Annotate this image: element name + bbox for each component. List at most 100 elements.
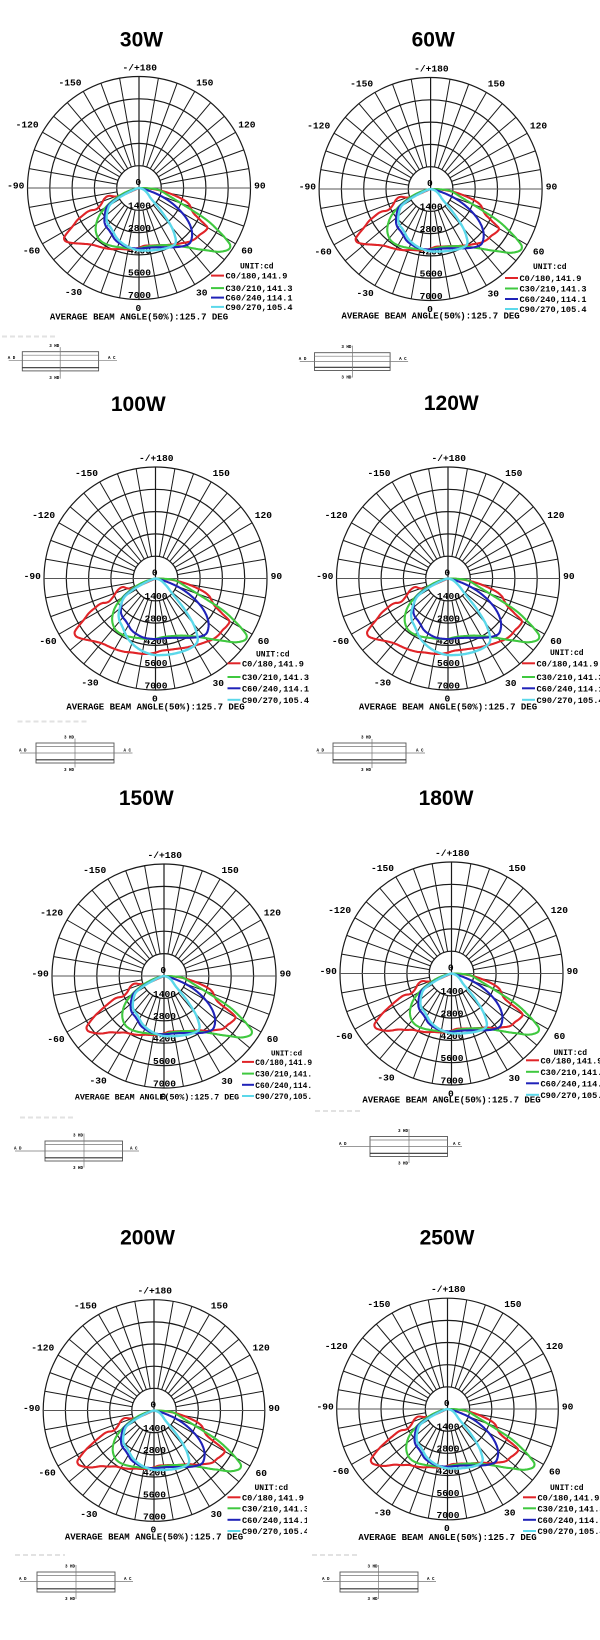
svg-text:-150: -150 bbox=[350, 78, 373, 89]
svg-text:1400: 1400 bbox=[436, 1422, 459, 1433]
svg-text:7000: 7000 bbox=[437, 680, 460, 691]
svg-text:UNIT:cd: UNIT:cd bbox=[550, 1484, 584, 1493]
svg-text:-120: -120 bbox=[328, 905, 351, 916]
svg-text:-120: -120 bbox=[40, 907, 63, 918]
svg-text:-90: -90 bbox=[24, 571, 42, 582]
svg-text:C60/240,114.1: C60/240,114.1 bbox=[242, 684, 309, 694]
svg-text:30: 30 bbox=[196, 287, 208, 298]
svg-text:5600: 5600 bbox=[437, 658, 460, 669]
svg-text:250W: 250W bbox=[420, 1227, 475, 1250]
svg-text:120: 120 bbox=[551, 905, 569, 916]
svg-text:2800: 2800 bbox=[128, 223, 151, 234]
svg-text:-120: -120 bbox=[16, 120, 39, 131]
svg-text:90: 90 bbox=[268, 1403, 280, 1414]
svg-text:C0/180,141.9: C0/180,141.9 bbox=[242, 659, 304, 669]
svg-text:30: 30 bbox=[221, 1076, 233, 1087]
svg-text:60: 60 bbox=[549, 1466, 561, 1477]
svg-text:-/+180: -/+180 bbox=[431, 1284, 466, 1295]
svg-text:0: 0 bbox=[444, 1523, 450, 1534]
svg-text:-120: -120 bbox=[32, 510, 55, 521]
svg-text:-30: -30 bbox=[356, 288, 374, 299]
svg-text:1400: 1400 bbox=[143, 1423, 166, 1434]
svg-text:90: 90 bbox=[567, 966, 579, 977]
svg-text:-150: -150 bbox=[74, 1301, 97, 1312]
svg-text:AVERAGE BEAM ANGLE(50%):125.7: AVERAGE BEAM ANGLE(50%):125.7 DEG bbox=[75, 1093, 239, 1103]
svg-text:30W: 30W bbox=[120, 28, 163, 51]
svg-text:2800: 2800 bbox=[440, 1009, 463, 1020]
svg-text:UNIT:cd: UNIT:cd bbox=[271, 1051, 302, 1059]
svg-text:-60: -60 bbox=[335, 1031, 353, 1042]
svg-text:-150: -150 bbox=[58, 77, 81, 88]
svg-text:UNIT:cd: UNIT:cd bbox=[554, 1049, 588, 1058]
svg-text:120: 120 bbox=[547, 510, 565, 521]
svg-text:C0/180,141.9: C0/180,141.9 bbox=[520, 274, 582, 284]
svg-text:200W: 200W bbox=[120, 1227, 175, 1250]
svg-text:150: 150 bbox=[221, 865, 239, 876]
svg-text:1400: 1400 bbox=[144, 591, 167, 602]
svg-text:-120: -120 bbox=[325, 1341, 348, 1352]
svg-text:0: 0 bbox=[150, 1399, 156, 1410]
svg-text:C30/210,141.3: C30/210,141.3 bbox=[226, 284, 293, 294]
svg-text:3 HD: 3 HD bbox=[341, 346, 352, 350]
svg-text:5600: 5600 bbox=[436, 1488, 459, 1499]
svg-text:-30: -30 bbox=[374, 678, 392, 689]
svg-text:UNIT:cd: UNIT:cd bbox=[256, 651, 290, 660]
svg-text:7000: 7000 bbox=[420, 291, 443, 302]
svg-text:5600: 5600 bbox=[153, 1056, 176, 1067]
svg-text:C0/180,141.9: C0/180,141.9 bbox=[538, 1493, 600, 1503]
svg-text:A C: A C bbox=[108, 357, 116, 361]
svg-text:C90/270,105.4: C90/270,105.4 bbox=[541, 1091, 600, 1101]
svg-text:A D: A D bbox=[14, 1148, 22, 1152]
svg-text:7000: 7000 bbox=[143, 1512, 166, 1523]
svg-text:-120: -120 bbox=[307, 121, 330, 132]
svg-text:C30/210,141.3: C30/210,141.3 bbox=[538, 1504, 600, 1514]
svg-text:-30: -30 bbox=[81, 678, 99, 689]
svg-text:3 HD: 3 HD bbox=[49, 345, 60, 349]
svg-text:150: 150 bbox=[504, 1299, 522, 1310]
svg-text:90: 90 bbox=[546, 182, 558, 193]
svg-text:-120: -120 bbox=[325, 510, 348, 521]
svg-text:C60/240,114.1: C60/240,114.1 bbox=[242, 1516, 309, 1526]
svg-text:AVERAGE BEAM ANGLE(50%):125.7: AVERAGE BEAM ANGLE(50%):125.7 DEG bbox=[359, 703, 537, 713]
svg-text:150W: 150W bbox=[119, 787, 174, 810]
svg-text:A C: A C bbox=[124, 1578, 132, 1582]
svg-text:A C: A C bbox=[124, 750, 132, 754]
svg-text:A D: A D bbox=[299, 358, 307, 362]
svg-text:AVERAGE BEAM ANGLE(50%):125.7: AVERAGE BEAM ANGLE(50%):125.7 DEG bbox=[50, 313, 228, 323]
svg-text:3 HD: 3 HD bbox=[368, 1598, 379, 1602]
svg-text:1400: 1400 bbox=[437, 591, 460, 602]
svg-text:-60: -60 bbox=[332, 1466, 350, 1477]
svg-text:1400: 1400 bbox=[128, 201, 151, 212]
svg-text:120: 120 bbox=[253, 1343, 271, 1354]
svg-text:120W: 120W bbox=[424, 392, 479, 415]
svg-text:120: 120 bbox=[264, 907, 282, 918]
svg-text:4200: 4200 bbox=[153, 1034, 176, 1045]
svg-text:-60: -60 bbox=[332, 636, 350, 647]
svg-text:3 HD: 3 HD bbox=[341, 377, 352, 381]
svg-text:120: 120 bbox=[546, 1341, 564, 1352]
svg-text:-150: -150 bbox=[367, 468, 390, 479]
svg-text:C90/270,105.4: C90/270,105.4 bbox=[520, 305, 587, 315]
svg-text:60: 60 bbox=[267, 1034, 279, 1045]
svg-text:2800: 2800 bbox=[436, 1444, 459, 1455]
svg-text:1400: 1400 bbox=[420, 202, 443, 213]
svg-text:90: 90 bbox=[562, 1402, 574, 1413]
svg-text:60: 60 bbox=[256, 1468, 268, 1479]
svg-text:150: 150 bbox=[505, 468, 523, 479]
svg-text:C90/270,105.4: C90/270,105.4 bbox=[537, 696, 600, 706]
svg-text:C60/240,114.1: C60/240,114.1 bbox=[226, 294, 293, 304]
svg-text:AVERAGE BEAM ANGLE(50%):125.7: AVERAGE BEAM ANGLE(50%):125.7 DEG bbox=[358, 1533, 536, 1543]
svg-text:-/+180: -/+180 bbox=[148, 850, 183, 861]
svg-text:C30/210,141.3: C30/210,141.3 bbox=[242, 673, 309, 683]
svg-text:C0/180,141.9: C0/180,141.9 bbox=[226, 272, 288, 282]
svg-text:3 HD: 3 HD bbox=[361, 769, 372, 773]
svg-text:3 HD: 3 HD bbox=[65, 1598, 76, 1602]
svg-text:3 HD: 3 HD bbox=[361, 737, 372, 741]
svg-text:C60/240,114.1: C60/240,114.1 bbox=[538, 1516, 600, 1526]
svg-text:30: 30 bbox=[212, 678, 224, 689]
svg-text:4200: 4200 bbox=[144, 636, 167, 647]
svg-text:A C: A C bbox=[427, 1578, 435, 1582]
svg-text:-30: -30 bbox=[374, 1507, 392, 1518]
svg-text:-150: -150 bbox=[367, 1299, 390, 1310]
svg-text:-150: -150 bbox=[83, 865, 106, 876]
